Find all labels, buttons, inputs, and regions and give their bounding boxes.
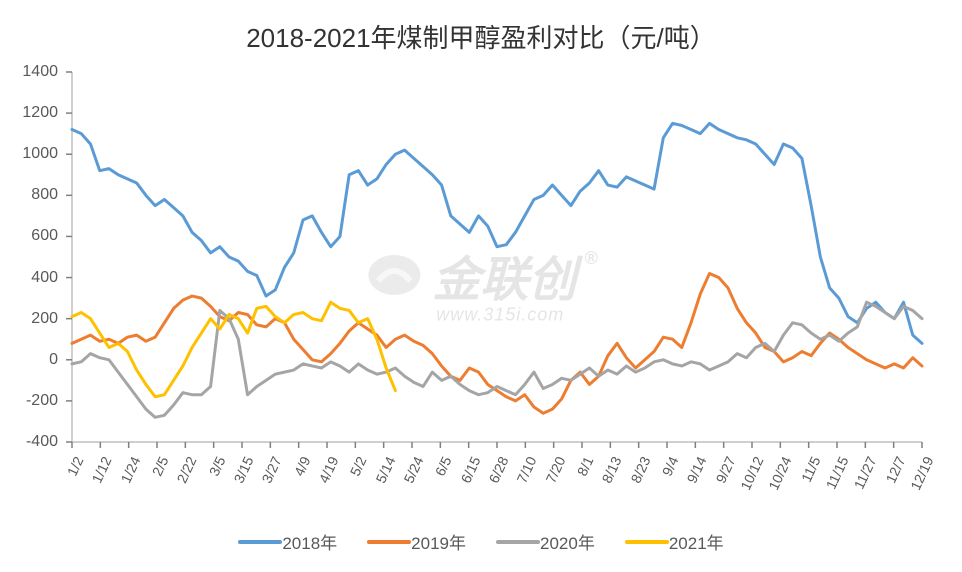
series-line	[72, 302, 922, 417]
legend-label: 2020年	[540, 529, 595, 554]
x-axis: 1/21/121/242/52/223/53/153/274/94/195/25…	[72, 442, 922, 502]
legend: 2018年 2019年 2020年 2021年	[0, 529, 962, 554]
plot-area	[72, 72, 922, 442]
x-tick-label: 9/27	[712, 454, 738, 485]
y-tick-label: -400	[0, 433, 58, 451]
y-tick-label: 1200	[0, 104, 58, 122]
y-tick-label: 1400	[0, 63, 58, 81]
x-tick-label: 8/23	[627, 454, 653, 485]
x-tick-label: 6/5	[432, 454, 455, 478]
x-tick-label: 7/10	[514, 454, 540, 485]
x-tick-label: 11/27	[851, 454, 880, 492]
legend-item: 2021年	[625, 529, 724, 554]
chart-svg	[72, 72, 922, 442]
legend-swatch	[625, 540, 669, 544]
x-tick-label: 4/19	[315, 454, 341, 485]
x-tick-label: 1/24	[117, 454, 143, 485]
series-line	[72, 302, 395, 397]
x-tick-label: 12/19	[907, 454, 936, 493]
y-tick-label: 600	[0, 227, 58, 245]
x-tick-label: 5/2	[347, 454, 370, 478]
y-tick-label: 0	[0, 351, 58, 369]
x-tick-label: 9/4	[659, 454, 682, 478]
legend-swatch	[238, 540, 282, 544]
legend-swatch	[496, 540, 540, 544]
x-tick-label: 6/28	[485, 454, 511, 485]
legend-label: 2021年	[669, 529, 724, 554]
x-tick-label: 11/15	[823, 454, 852, 492]
chart-container: 2018-2021年煤制甲醇盈利对比（元/吨） 金联创 ® www.315i.c…	[0, 0, 962, 572]
legend-label: 2018年	[282, 529, 337, 554]
x-tick-label: 4/9	[290, 454, 313, 478]
x-tick-label: 11/5	[798, 454, 824, 485]
legend-swatch	[367, 540, 411, 544]
series-line	[72, 123, 922, 343]
x-tick-label: 6/15	[457, 454, 483, 485]
legend-item: 2020年	[496, 529, 595, 554]
x-tick-label: 1/2	[64, 454, 87, 478]
x-tick-label: 10/12	[737, 454, 766, 493]
series-line	[72, 273, 922, 413]
legend-label: 2019年	[411, 529, 466, 554]
x-tick-label: 3/15	[230, 454, 256, 485]
x-tick-label: 5/24	[400, 454, 426, 485]
x-tick-label: 3/5	[205, 454, 228, 478]
x-tick-label: 5/14	[372, 454, 398, 485]
x-tick-label: 2/5	[149, 454, 172, 478]
x-tick-label: 2/22	[174, 454, 200, 485]
x-tick-label: 3/27	[259, 454, 285, 485]
y-tick-label: -200	[0, 392, 58, 410]
y-axis: -400-2000200400600800100012001400	[0, 72, 72, 442]
legend-item: 2019年	[367, 529, 466, 554]
x-tick-label: 10/24	[766, 454, 795, 493]
chart-title: 2018-2021年煤制甲醇盈利对比（元/吨）	[0, 0, 962, 55]
x-tick-label: 9/14	[684, 454, 710, 485]
x-tick-label: 7/20	[542, 454, 568, 485]
x-tick-label: 8/13	[599, 454, 625, 485]
x-tick-label: 1/12	[89, 454, 115, 485]
y-tick-label: 200	[0, 310, 58, 328]
legend-item: 2018年	[238, 529, 337, 554]
x-tick-label: 8/1	[574, 454, 597, 478]
y-tick-label: 800	[0, 186, 58, 204]
y-tick-label: 400	[0, 269, 58, 287]
y-tick-label: 1000	[0, 145, 58, 163]
x-tick-label: 12/7	[882, 454, 908, 485]
